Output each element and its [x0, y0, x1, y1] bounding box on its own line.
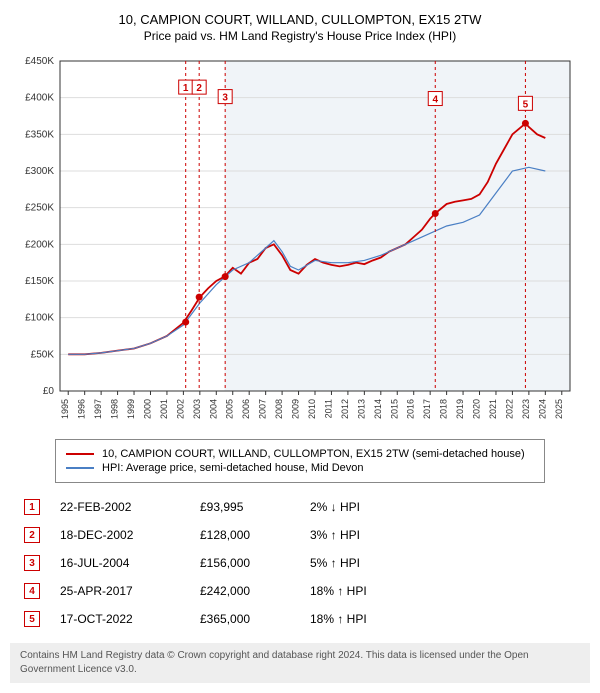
svg-text:2021: 2021	[488, 399, 498, 419]
sale-date: 22-FEB-2002	[60, 500, 180, 514]
svg-text:2023: 2023	[521, 399, 531, 419]
svg-text:3: 3	[222, 93, 228, 104]
svg-text:2013: 2013	[356, 399, 366, 419]
svg-text:2020: 2020	[472, 399, 482, 419]
sale-marker-box: 5	[24, 611, 40, 627]
svg-text:2016: 2016	[406, 399, 416, 419]
svg-text:4: 4	[432, 95, 438, 106]
sale-diff: 3% ↑ HPI	[310, 528, 430, 542]
svg-text:£100K: £100K	[25, 313, 54, 324]
svg-text:2008: 2008	[274, 399, 284, 419]
svg-text:1999: 1999	[126, 399, 136, 419]
sale-price: £128,000	[200, 528, 290, 542]
svg-text:2004: 2004	[208, 399, 218, 419]
svg-text:£150K: £150K	[25, 276, 54, 287]
legend-item: 10, CAMPION COURT, WILLAND, CULLOMPTON, …	[66, 448, 534, 460]
sale-diff: 18% ↑ HPI	[310, 584, 430, 598]
svg-text:2024: 2024	[537, 399, 547, 419]
svg-text:2012: 2012	[340, 399, 350, 419]
svg-text:2014: 2014	[373, 399, 383, 419]
svg-text:2022: 2022	[504, 399, 514, 419]
svg-text:£400K: £400K	[25, 93, 54, 104]
svg-text:£200K: £200K	[25, 239, 54, 250]
sale-price: £93,995	[200, 500, 290, 514]
svg-text:2011: 2011	[323, 399, 333, 418]
svg-text:£300K: £300K	[25, 166, 54, 177]
svg-text:2001: 2001	[159, 399, 169, 419]
svg-text:2002: 2002	[175, 399, 185, 419]
svg-text:1997: 1997	[93, 399, 103, 419]
sale-price: £242,000	[200, 584, 290, 598]
sale-price: £365,000	[200, 612, 290, 626]
svg-text:2025: 2025	[554, 399, 564, 419]
legend: 10, CAMPION COURT, WILLAND, CULLOMPTON, …	[55, 439, 545, 483]
sale-date: 17-OCT-2022	[60, 612, 180, 626]
sale-diff: 5% ↑ HPI	[310, 556, 430, 570]
sales-table: 1 22-FEB-2002 £93,995 2% ↓ HPI 2 18-DEC-2002 £…	[20, 493, 580, 633]
svg-text:1: 1	[183, 83, 189, 94]
svg-text:£50K: £50K	[31, 349, 55, 360]
legend-item: HPI: Average price, semi-detached house,…	[66, 462, 534, 474]
svg-text:2018: 2018	[439, 399, 449, 419]
sale-diff: 18% ↑ HPI	[310, 612, 430, 626]
svg-text:£0: £0	[43, 386, 55, 397]
svg-text:2003: 2003	[192, 399, 202, 419]
svg-text:2017: 2017	[422, 399, 432, 419]
footer-attribution: Contains HM Land Registry data © Crown c…	[10, 643, 590, 683]
sale-row: 2 18-DEC-2002 £128,000 3% ↑ HPI	[20, 521, 580, 549]
sale-row: 1 22-FEB-2002 £93,995 2% ↓ HPI	[20, 493, 580, 521]
sale-date: 25-APR-2017	[60, 584, 180, 598]
sale-marker-box: 4	[24, 583, 40, 599]
svg-text:2: 2	[196, 83, 202, 94]
svg-text:2005: 2005	[225, 399, 235, 419]
svg-text:£350K: £350K	[25, 129, 54, 140]
svg-text:2010: 2010	[307, 399, 317, 419]
price-chart: £0 £50K £100K £150K £200K £250K £300K £350K £400…	[10, 51, 590, 431]
svg-text:5: 5	[523, 99, 529, 110]
svg-text:2015: 2015	[389, 399, 399, 419]
sale-price: £156,000	[200, 556, 290, 570]
sale-row: 4 25-APR-2017 £242,000 18% ↑ HPI	[20, 577, 580, 605]
svg-text:2007: 2007	[258, 399, 268, 419]
sale-row: 3 16-JUL-2004 £156,000 5% ↑ HPI	[20, 549, 580, 577]
svg-text:£250K: £250K	[25, 203, 54, 214]
svg-text:2019: 2019	[455, 399, 465, 419]
sale-marker-box: 2	[24, 527, 40, 543]
chart-canvas: £0 £50K £100K £150K £200K £250K £300K £350K £400…	[10, 51, 590, 431]
svg-text:1995: 1995	[60, 399, 70, 419]
svg-text:1998: 1998	[110, 399, 120, 419]
svg-text:£450K: £450K	[25, 56, 54, 67]
svg-text:1996: 1996	[77, 399, 87, 419]
sale-date: 16-JUL-2004	[60, 556, 180, 570]
chart-title: 10, CAMPION COURT, WILLAND, CULLOMPTON, …	[10, 12, 590, 27]
sale-date: 18-DEC-2002	[60, 528, 180, 542]
legend-label: 10, CAMPION COURT, WILLAND, CULLOMPTON, …	[102, 448, 525, 460]
legend-swatch	[66, 453, 94, 455]
legend-label: HPI: Average price, semi-detached house,…	[102, 462, 364, 474]
legend-swatch	[66, 467, 94, 469]
sale-marker-box: 1	[24, 499, 40, 515]
chart-subtitle: Price paid vs. HM Land Registry's House …	[10, 29, 590, 43]
svg-text:2006: 2006	[241, 399, 251, 419]
svg-text:2009: 2009	[291, 399, 301, 419]
sale-marker-box: 3	[24, 555, 40, 571]
svg-text:2000: 2000	[142, 399, 152, 419]
sale-diff: 2% ↓ HPI	[310, 500, 430, 514]
sale-row: 5 17-OCT-2022 £365,000 18% ↑ HPI	[20, 605, 580, 633]
